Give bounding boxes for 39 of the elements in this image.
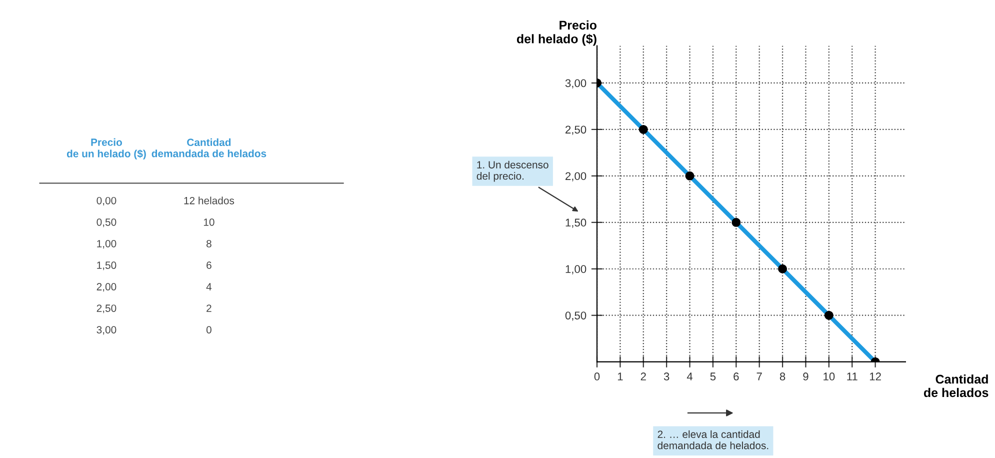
text: 6 [206, 262, 212, 269]
text: 12 helados [184, 196, 234, 204]
text: 2,00 [96, 283, 116, 292]
y-axis-title: Precio del helado ($) [516, 20, 597, 46]
text: 1. Un descenso del precio. [476, 160, 548, 182]
text: 1,00 [97, 240, 116, 249]
text: 3,00 [96, 326, 116, 335]
y-tick-label: 1,00 [566, 265, 586, 274]
y-tick-label: 2,50 [566, 126, 586, 135]
x-tick-label: 7 [756, 372, 762, 380]
x-tick-label: 9 [803, 372, 808, 380]
text: 2,50 [96, 304, 116, 314]
x-tick-label: 2 [640, 372, 646, 380]
text: 4 [206, 283, 212, 290]
x-tick-label: 11 [847, 372, 858, 380]
x-tick-label: 3 [664, 372, 670, 380]
x-tick-label: 1 [618, 372, 623, 380]
x-tick-label: 0 [594, 372, 600, 380]
x-tick-label: 8 [780, 372, 786, 380]
text: 2 [206, 304, 212, 312]
text: 8 [206, 240, 212, 248]
text: 0 [206, 326, 212, 334]
y-tick-label: 0,50 [565, 312, 586, 321]
text: Cantidad demandada de helados [152, 138, 266, 158]
text: 10 [204, 218, 214, 226]
x-tick-label: 4 [686, 372, 693, 380]
x-tick-label: 6 [734, 372, 739, 380]
y-tick-label: 3,00 [565, 79, 586, 88]
text: 0,50 [96, 218, 116, 228]
text: 1,50 [97, 262, 116, 270]
x-axis-title: Cantidad de helados [924, 374, 988, 398]
x-tick-label: 10 [824, 372, 835, 380]
y-tick-label: 1,50 [566, 218, 586, 228]
y-tick-label: 2,00 [566, 172, 586, 182]
x-tick-label: 12 [870, 372, 881, 380]
text: 0,00 [96, 196, 116, 206]
text: Precio de un helado ($) [66, 138, 146, 160]
text: 2. … eleva la cantidad demandada de helados. [658, 430, 768, 450]
x-tick-label: 5 [710, 372, 716, 380]
